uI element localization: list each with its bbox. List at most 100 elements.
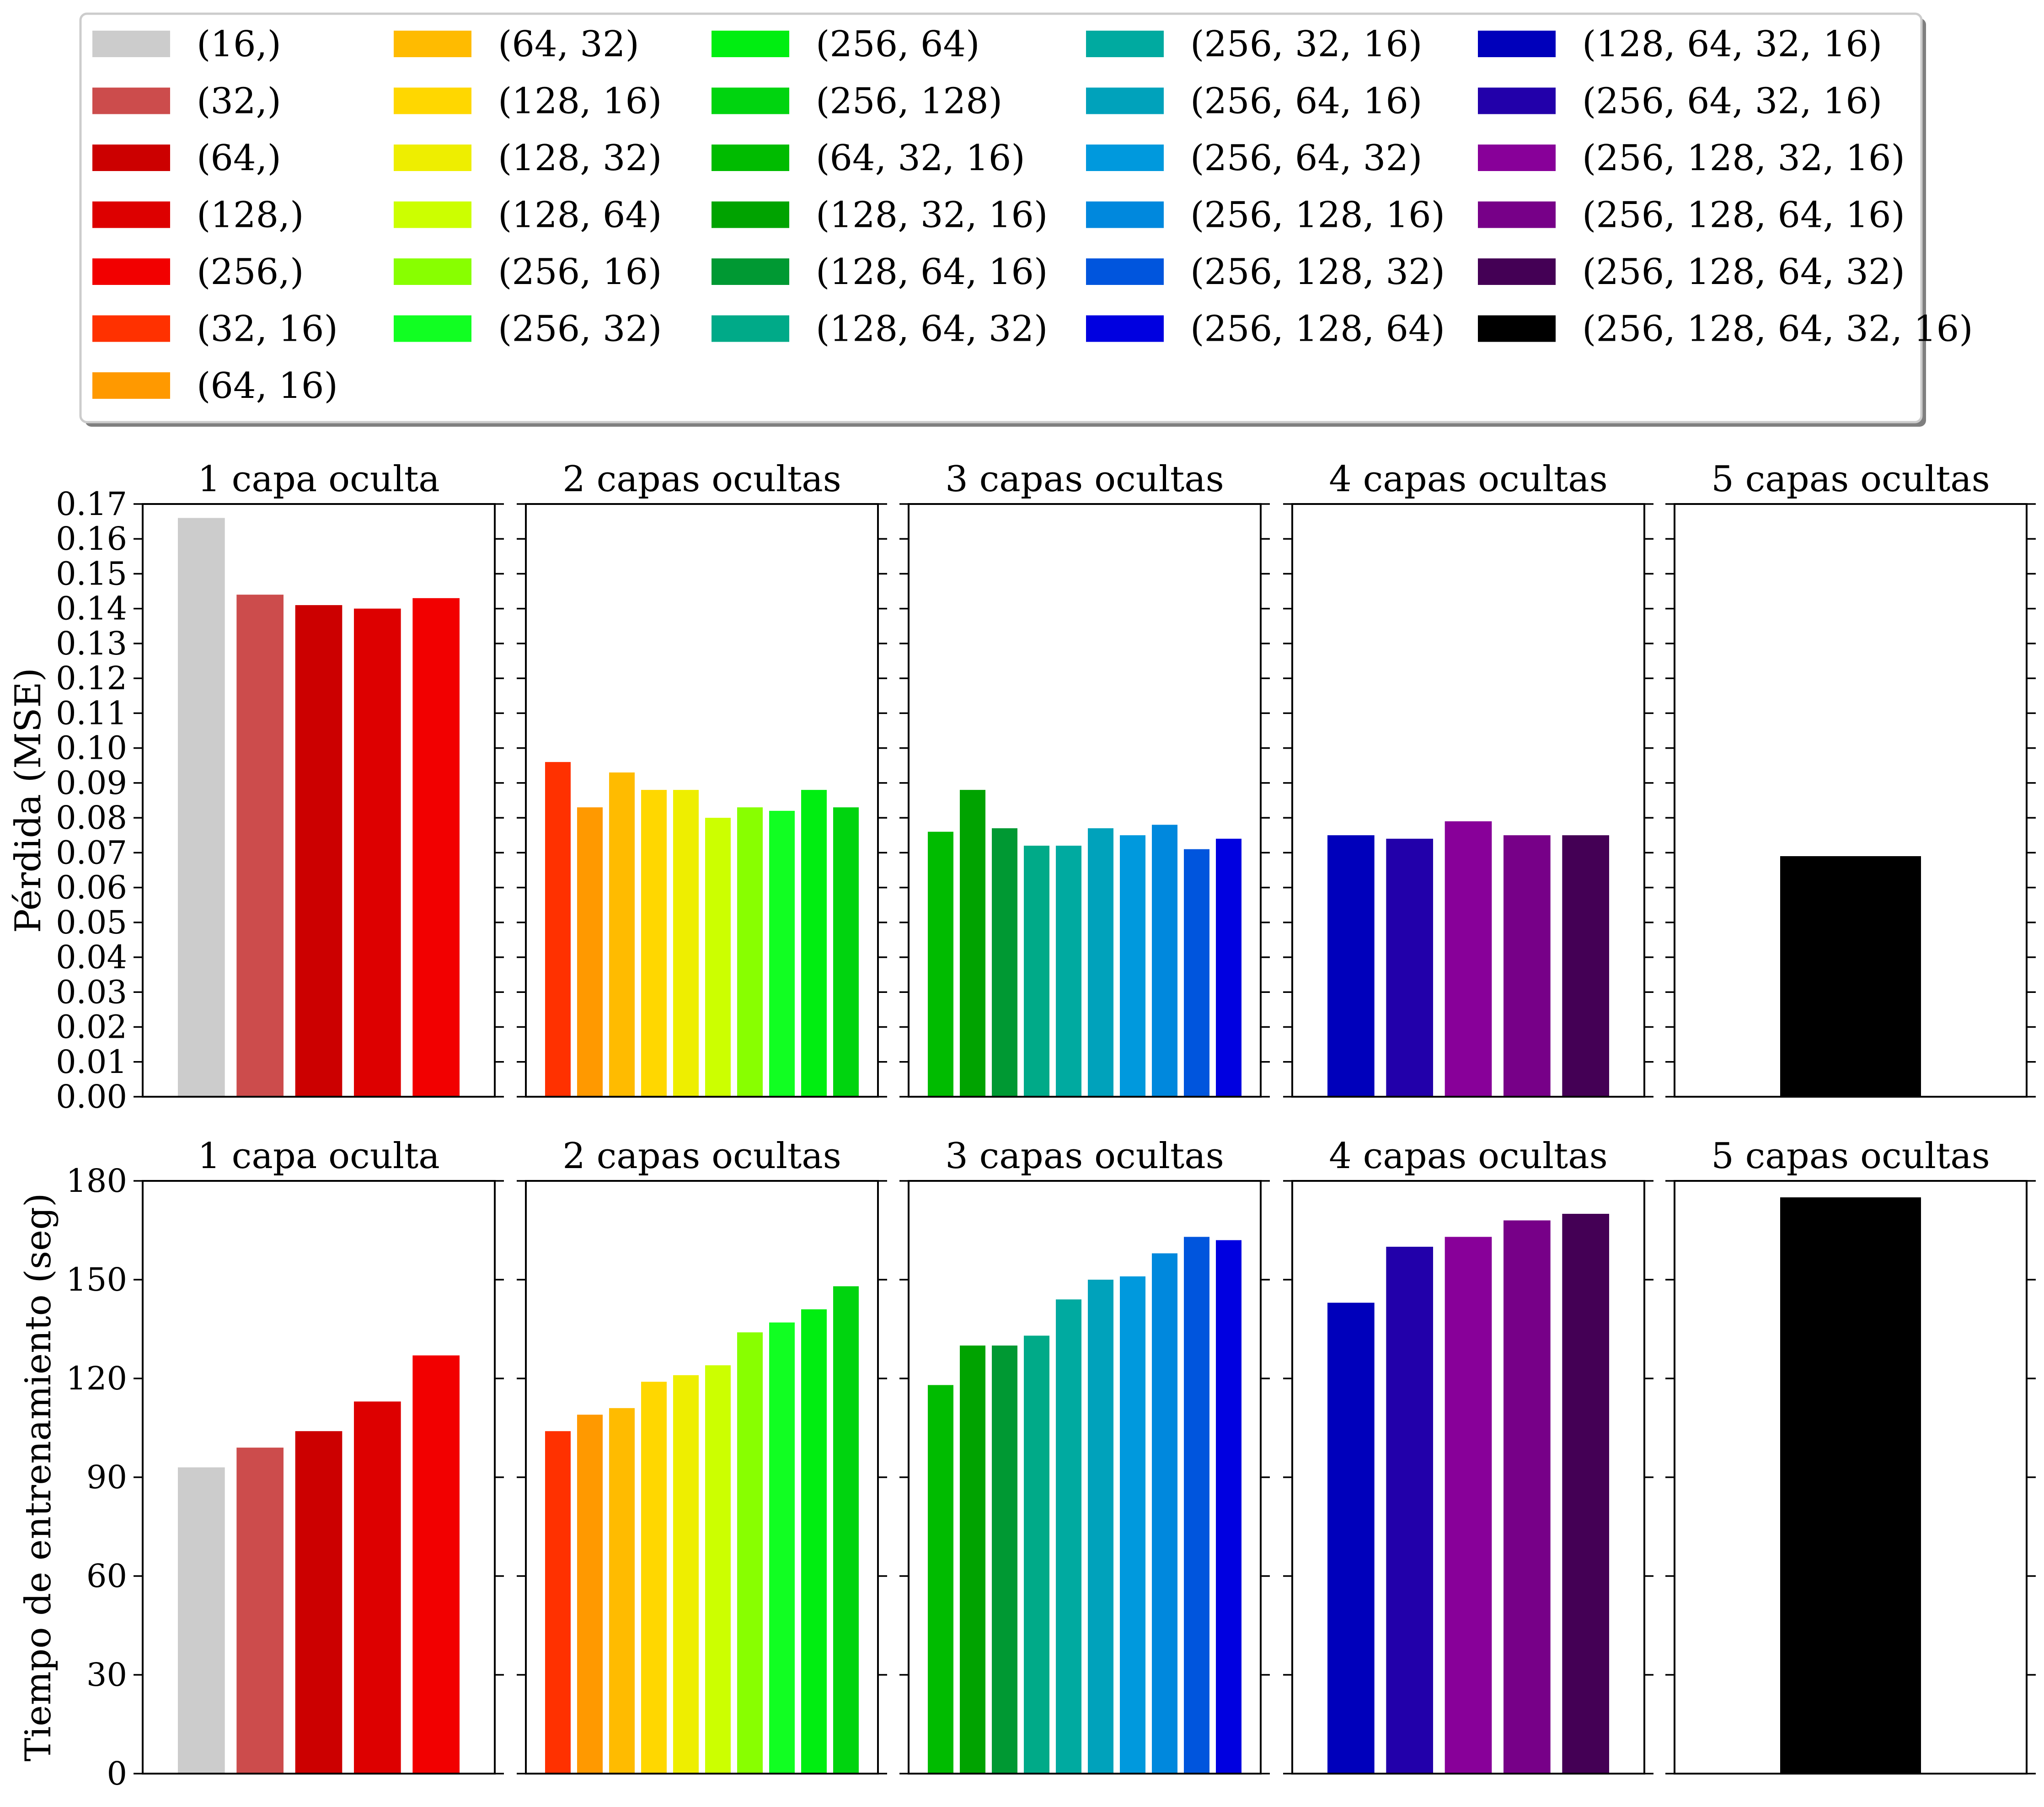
subplot-loss-3: 3 capas ocultas: [899, 459, 1270, 1098]
legend-swatch: [394, 201, 471, 228]
bar: [295, 1431, 342, 1774]
legend-label: (256, 32, 16): [1190, 24, 1422, 65]
subplot-loss-2: 2 capas ocultas: [517, 459, 887, 1098]
bar: [1152, 825, 1177, 1097]
y-tick-label: 180: [66, 1162, 127, 1200]
legend-swatch: [712, 315, 789, 342]
legend-label: (256, 128, 64): [1190, 309, 1445, 350]
bar: [833, 807, 859, 1097]
legend-swatch: [712, 145, 789, 171]
bar: [801, 1309, 827, 1774]
legend-swatch: [92, 372, 170, 399]
y-tick-label: 150: [66, 1261, 127, 1298]
bar: [1504, 835, 1551, 1097]
bar: [1056, 1299, 1081, 1774]
bar: [960, 790, 985, 1097]
legend-label: (256, 128, 32, 16): [1582, 138, 1905, 179]
legend-label: (64, 32): [498, 24, 639, 65]
legend-swatch: [1086, 31, 1164, 57]
legend-swatch: [1478, 258, 1556, 285]
bar: [992, 1346, 1017, 1774]
bar: [1088, 828, 1113, 1097]
y-tick-label: 0.08: [56, 799, 127, 836]
axes-frame: [908, 1180, 1262, 1775]
bar: [577, 807, 603, 1097]
bar: [545, 762, 571, 1097]
bar: [1504, 1220, 1551, 1774]
y-tick-label: 0.02: [56, 1008, 127, 1046]
legend-swatch: [394, 145, 471, 171]
bar: [801, 790, 827, 1097]
subplot-time-4: 4 capas ocultas: [1283, 1136, 1653, 1775]
y-axis-label: Tiempo de entrenamiento (seg): [18, 1193, 59, 1762]
bar: [1088, 1280, 1113, 1774]
bar: [609, 1408, 635, 1774]
subplot-title: 1 capa oculta: [198, 459, 440, 500]
bar: [1216, 838, 1241, 1097]
axes-frame: [1674, 503, 2028, 1098]
legend-swatch: [1478, 145, 1556, 171]
legend-frame: [79, 12, 1923, 424]
legend-label: (256, 128, 64, 32): [1582, 252, 1905, 293]
subplots: 1 capa oculta0.000.010.020.030.040.050.0…: [8, 459, 2036, 1792]
bar: [705, 818, 731, 1097]
bar: [1152, 1253, 1177, 1774]
axes-frame: [525, 503, 879, 1098]
bar: [1327, 835, 1375, 1097]
axes-frame: [1291, 503, 1645, 1098]
subplot-time-3: 3 capas ocultas: [899, 1136, 1270, 1775]
bar: [1562, 835, 1609, 1097]
legend-swatch: [712, 258, 789, 285]
y-tick-label: 30: [86, 1656, 127, 1694]
bar: [1120, 1276, 1145, 1774]
y-tick-label: 0: [107, 1755, 127, 1792]
bar: [295, 605, 342, 1097]
legend-label: (64,): [197, 138, 281, 179]
legend-label: (16,): [197, 24, 281, 65]
subplot-loss-5: 5 capas ocultas: [1665, 459, 2036, 1098]
legend-swatch: [92, 315, 170, 342]
y-tick-label: 0.13: [56, 625, 127, 662]
bar: [412, 1355, 460, 1774]
bar: [236, 1448, 284, 1774]
axes-frame: [1674, 1180, 2028, 1775]
subplot-loss-4: 4 capas ocultas: [1283, 459, 1653, 1098]
subplot-title: 5 capas ocultas: [1711, 459, 1990, 500]
legend-label: (128, 32): [498, 138, 662, 179]
legend-label: (128, 64, 16): [816, 252, 1048, 293]
legend-swatch: [394, 315, 471, 342]
legend-swatch: [92, 31, 170, 57]
y-tick-label: 0.11: [56, 694, 127, 732]
legend-swatch: [1478, 315, 1556, 342]
bar: [1780, 856, 1921, 1097]
legend-swatch: [1086, 145, 1164, 171]
legend-swatch: [394, 87, 471, 114]
bar: [1184, 849, 1209, 1097]
bar: [545, 1431, 571, 1774]
bar: [769, 1322, 795, 1774]
bar: [1216, 1240, 1241, 1774]
bar: [1327, 1303, 1375, 1774]
bar: [992, 828, 1017, 1097]
bar: [641, 1382, 667, 1774]
legend-swatch: [712, 87, 789, 114]
legend-swatch: [92, 201, 170, 228]
legend-label: (256, 128, 64, 16): [1582, 195, 1905, 236]
legend-label: (256, 128, 32): [1190, 252, 1445, 293]
legend-label: (256, 128, 64, 32, 16): [1582, 309, 1973, 350]
y-tick-label: 0.15: [56, 555, 127, 592]
legend-swatch: [1086, 315, 1164, 342]
legend-label: (256, 16): [498, 252, 662, 293]
legend-label: (256,): [197, 252, 304, 293]
y-tick-label: 0.06: [56, 869, 127, 906]
subplot-time-2: 2 capas ocultas: [517, 1136, 887, 1775]
legend-label: (256, 64, 32, 16): [1582, 81, 1882, 122]
legend-swatch: [1478, 201, 1556, 228]
legend-label: (128,): [197, 195, 304, 236]
legend-label: (256, 64): [816, 24, 980, 65]
y-tick-label: 0.09: [56, 764, 127, 802]
bar: [178, 518, 225, 1097]
bar: [833, 1286, 859, 1774]
